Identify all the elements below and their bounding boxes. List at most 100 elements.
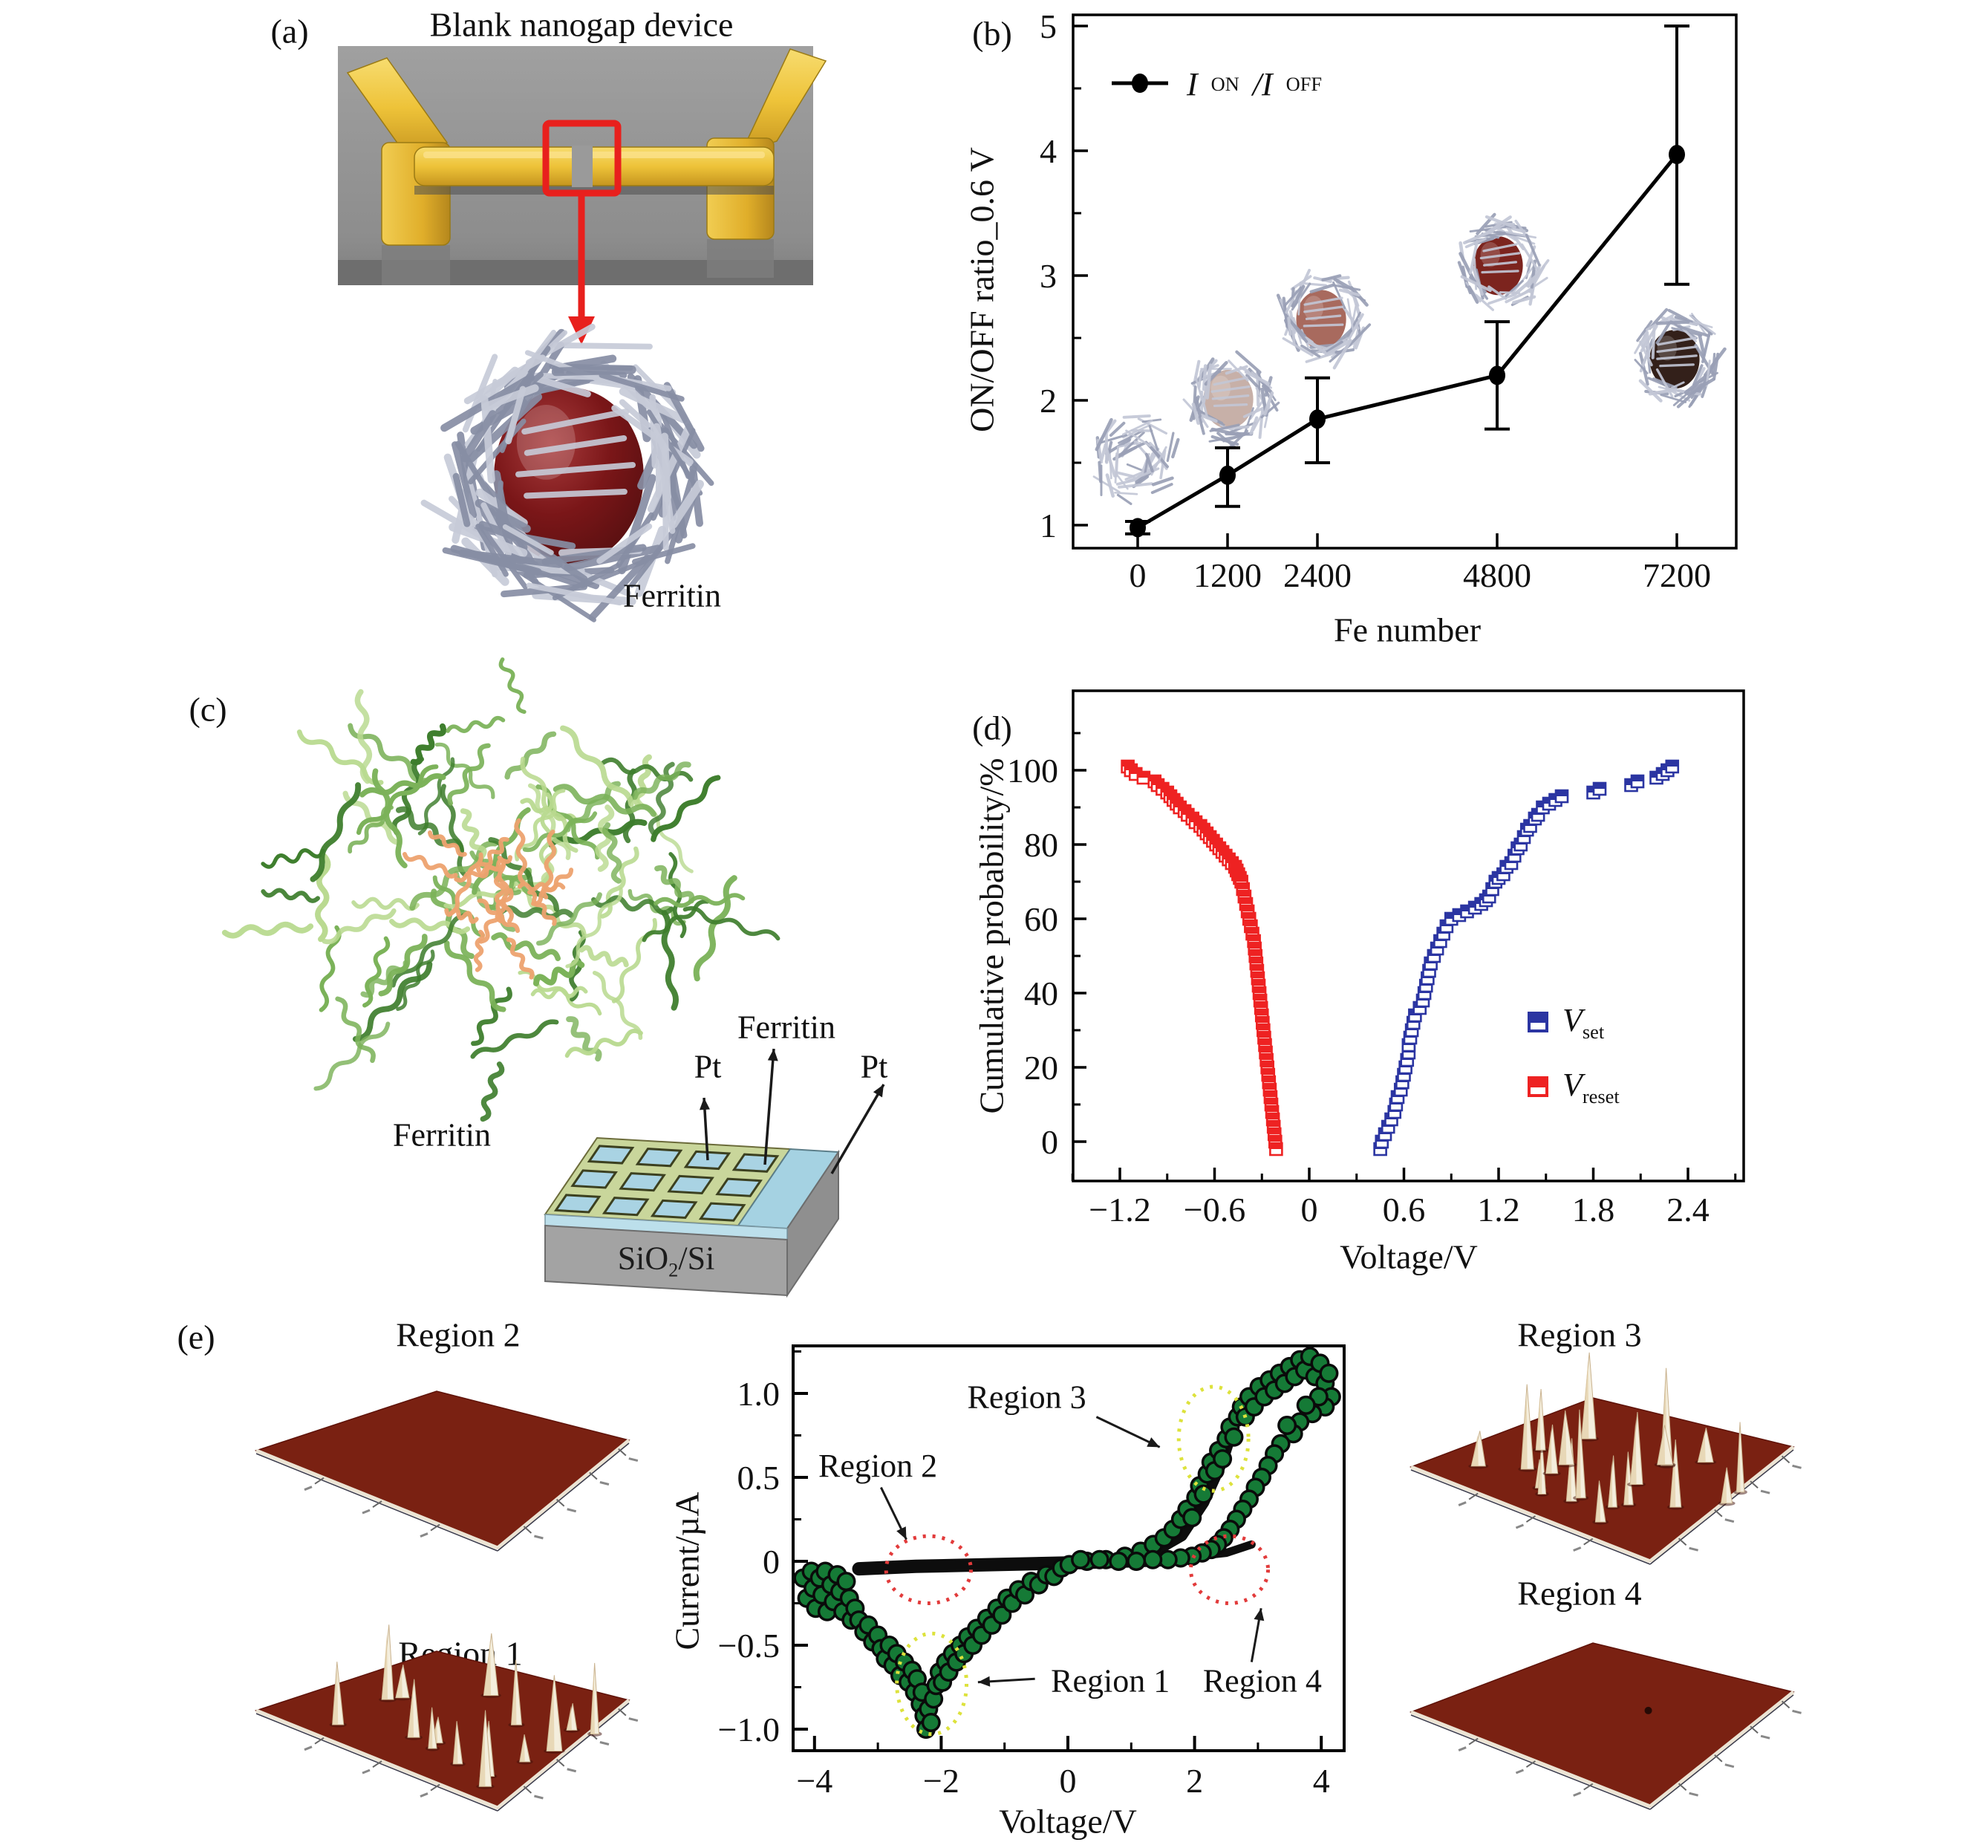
vset-legend-row: Vset: [1527, 1001, 1604, 1044]
ratio-points: [1125, 25, 1689, 538]
afm-surface-region-1: [254, 1624, 639, 1812]
gold-electrodes: [346, 48, 827, 285]
region-annotations: Region 2 Region 3 Region 1 Region 4: [818, 1379, 1322, 1737]
svg-text:1.0: 1.0: [737, 1375, 780, 1413]
svg-text:20: 20: [1024, 1049, 1058, 1087]
svg-text:−0.6: −0.6: [1184, 1191, 1245, 1229]
cumulative-probability-chart: 0 20 40 60 80 100 −1.2 −0.6 0 0.6 1.2 1.8 2.4: [1007, 689, 1745, 1229]
ratio-line: [1136, 153, 1678, 530]
afm-surface-region-3: [1409, 1352, 1802, 1565]
region-label-r1: Region 1: [1051, 1662, 1170, 1699]
ferritin-molecule-illustration: [420, 323, 714, 622]
svg-text:1: 1: [1040, 507, 1057, 544]
panel-e-label: (e): [177, 1318, 215, 1356]
afm-surface-region-4: [1409, 1642, 1802, 1810]
pt-electrode-pad: [698, 1202, 746, 1222]
pt-electrode-pad: [635, 1148, 683, 1168]
legend-ion: I: [1187, 66, 1198, 103]
pt-electrode-pad: [553, 1194, 602, 1214]
ferritin-cage: [1634, 308, 1727, 409]
region-circle-r2: [884, 1534, 973, 1605]
pt-electrode-pad: [570, 1169, 618, 1189]
svg-text:1.8: 1.8: [1572, 1191, 1615, 1229]
region-label-r3: Region 3: [968, 1379, 1086, 1416]
svg-text:3: 3: [1040, 257, 1057, 295]
svg-text:100: 100: [1007, 752, 1058, 790]
on-off-ratio-chart: 1 2 3 4 5 0 1200 2400 4800 7200: [1040, 7, 1738, 594]
vreset-legend-row: Vreset: [1527, 1066, 1620, 1108]
pt-electrode-pad: [650, 1199, 698, 1220]
svg-text:40: 40: [1024, 975, 1058, 1012]
nanoparticle-spikes: [329, 1624, 602, 1789]
afm-surface-region-2: [254, 1390, 639, 1552]
pt-electrode-pad: [619, 1172, 666, 1192]
svg-text:80: 80: [1024, 826, 1058, 864]
ferritin-top-label: Ferritin: [737, 1009, 835, 1046]
pegylated-ferritin-illustration: [221, 657, 885, 1298]
region-4-title: Region 4: [1517, 1574, 1642, 1613]
defect-dot: [1644, 1706, 1652, 1714]
svg-text:0: 0: [1130, 556, 1147, 594]
svg-text:4: 4: [1040, 132, 1057, 170]
region-3-title: Region 3: [1517, 1315, 1642, 1354]
panel-a-ferritin-label: Ferritin: [623, 577, 721, 614]
pt-electrode-pad: [667, 1174, 714, 1195]
svg-text:0: 0: [763, 1543, 780, 1581]
pt-left-label: Pt: [694, 1048, 722, 1085]
ferritin-cage: [420, 323, 714, 622]
svg-text:5: 5: [1040, 7, 1057, 45]
svg-text:−1.2: −1.2: [1089, 1191, 1150, 1229]
nanogap-device-illustration: [338, 46, 827, 622]
svg-text:0: 0: [1041, 1123, 1058, 1161]
svg-text:2: 2: [1040, 382, 1057, 420]
svg-text:0.5: 0.5: [737, 1459, 780, 1497]
svg-text:4800: 4800: [1463, 556, 1531, 594]
iv-points: [793, 1347, 1341, 1739]
svg-text:0: 0: [1060, 1762, 1077, 1800]
vset-series: [1373, 759, 1680, 1156]
region-circle-r4: [1188, 1534, 1271, 1605]
svg-text:−1.0: −1.0: [718, 1711, 780, 1748]
panel-b-x-axis-title: Fe number: [1333, 611, 1482, 649]
panel-a-label: (a): [270, 12, 309, 51]
nanogap-highlight-box: [542, 120, 622, 197]
device-chip-illustration: [544, 1048, 885, 1298]
ferritin-polymer-ball: [221, 657, 780, 1122]
svg-text:7200: 7200: [1643, 556, 1711, 594]
pt-electrode-pad: [602, 1197, 650, 1217]
chip-annotation-arrows: [699, 1048, 885, 1174]
svg-text:2400: 2400: [1283, 556, 1352, 594]
pt-right-label: Pt: [860, 1048, 888, 1085]
svg-text:−0.5: −0.5: [718, 1627, 780, 1665]
region-label-r4: Region 4: [1203, 1662, 1322, 1699]
svg-text:4: 4: [1313, 1762, 1330, 1800]
region-label-r2: Region 2: [818, 1448, 937, 1484]
vreset-legend-marker: [1528, 1076, 1548, 1098]
nanoparticle-spikes: [1468, 1352, 1747, 1525]
vset-legend-marker: [1528, 1012, 1548, 1033]
svg-text:0.6: 0.6: [1383, 1191, 1426, 1229]
ferritin-filling-insets: [1092, 212, 1727, 505]
panel-d-x-axis-title: Voltage/V: [1340, 1237, 1478, 1276]
panel-b-legend: I ON/I OFF: [1187, 66, 1323, 103]
svg-text:0: 0: [1301, 1191, 1318, 1229]
pt-electrode-pad: [587, 1145, 635, 1165]
panel-d-label: (d): [972, 709, 1012, 747]
substrate-label: SiO2/Si: [617, 1240, 715, 1281]
svg-text:2.4: 2.4: [1666, 1191, 1710, 1229]
ferritin-cage: [1457, 212, 1550, 311]
panel-d-y-axis-title: Cumulative probability/%: [972, 758, 1011, 1114]
region-circle-r3: [1176, 1385, 1251, 1493]
panel-e-x-axis-title: Voltage/V: [999, 1802, 1137, 1841]
ferritin-cage: [1276, 268, 1372, 370]
legend-marker-ion-ioff: [1132, 74, 1148, 93]
svg-text:−2: −2: [923, 1762, 959, 1800]
svg-text:1200: 1200: [1193, 556, 1262, 594]
panel-a-title: Blank nanogap device: [429, 5, 734, 44]
nanogap: [572, 146, 593, 187]
svg-text:−4: −4: [796, 1762, 832, 1800]
panel-b-y-axis-title: ON/OFF ratio_0.6 V: [962, 147, 1001, 432]
vreset-series: [1121, 759, 1283, 1156]
